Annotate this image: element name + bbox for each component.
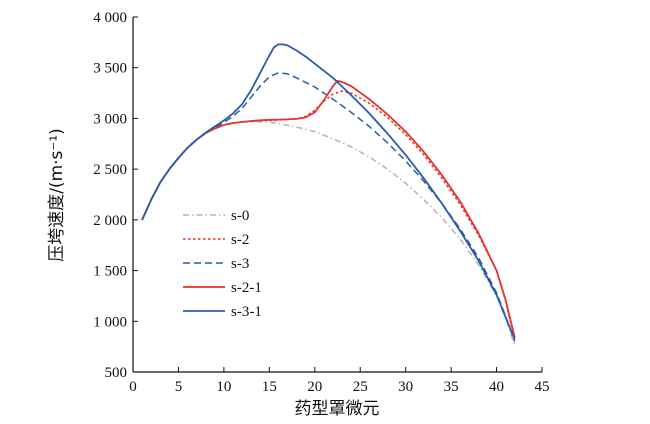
legend-label: s-0: [231, 208, 249, 224]
x-tick-label: 20: [307, 379, 322, 395]
legend-label: s-3-1: [231, 304, 262, 320]
x-tick-label: 35: [444, 379, 459, 395]
y-tick-label: 500: [105, 365, 128, 381]
series-line-s-3: [141, 72, 516, 342]
x-tick-label: 30: [398, 379, 413, 395]
series-line-s-2-1: [141, 80, 516, 338]
x-tick-label: 0: [129, 379, 137, 395]
y-tick-label: 4 000: [93, 10, 127, 26]
y-tick-label: 2 000: [93, 213, 127, 229]
y-tick-label: 1 000: [93, 314, 127, 330]
x-tick-label: 5: [175, 379, 183, 395]
legend-label: s-2-1: [231, 280, 262, 296]
y-tick-label: 3 500: [93, 61, 127, 77]
x-tick-label: 10: [216, 379, 231, 395]
x-ticks: 0 5 10 15 20 25 30 35 40 45: [129, 367, 550, 395]
x-axis-title: 药型罩微元: [295, 399, 380, 419]
series-layer: [141, 43, 516, 346]
y-tick-label: 3 000: [93, 111, 127, 127]
y-tick-label: 2 500: [93, 162, 127, 178]
x-tick-label: 25: [353, 379, 368, 395]
series-line-s-3-1: [141, 43, 516, 340]
series-line-s-0: [141, 120, 516, 346]
y-ticks: 500 1 000 1 500 2 000 2 500 3 000 3 500 4 000: [93, 10, 138, 381]
legend-label: s-3: [231, 256, 249, 272]
x-tick-label: 45: [535, 379, 550, 395]
legend-label: s-2: [231, 232, 249, 248]
y-axis-title: 压垮速度/(m·s⁻¹): [47, 128, 67, 262]
axes: [132, 17, 542, 373]
legend: s-0 s-2 s-3 s-2-1 s-3-1: [183, 208, 262, 320]
y-tick-label: 1 500: [93, 264, 127, 280]
x-tick-label: 40: [489, 379, 504, 395]
x-tick-label: 15: [262, 379, 277, 395]
